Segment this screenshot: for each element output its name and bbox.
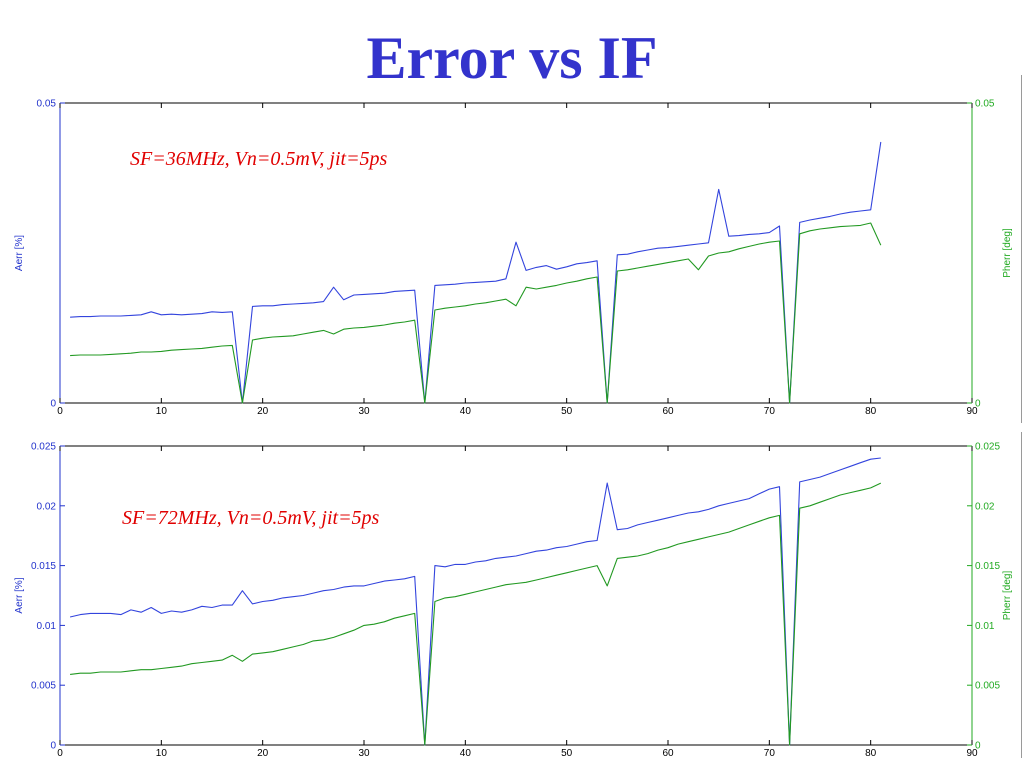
y-left-tick-label: 0 (50, 399, 56, 410)
x-tick-label: 70 (764, 748, 776, 759)
x-tick-label: 80 (865, 748, 877, 759)
x-tick-label: 10 (156, 406, 168, 417)
y-left-tick-label: 0.02 (37, 501, 57, 512)
y-left-axis-label: Aerr [%] (14, 577, 25, 613)
x-tick-label: 40 (460, 406, 472, 417)
x-tick-label: 70 (764, 406, 776, 417)
right-edge-divider (1021, 432, 1022, 758)
y-left-tick-label: 0.005 (31, 681, 56, 692)
x-tick-label: 30 (358, 406, 370, 417)
y-left-tick-label: 0.015 (31, 561, 56, 572)
y-left-tick-label: 0.01 (37, 621, 57, 632)
x-tick-label: 80 (865, 406, 877, 417)
y-right-tick-label: 0 (975, 741, 981, 752)
x-tick-label: 10 (156, 748, 168, 759)
y-left-axis-label: Aerr [%] (14, 235, 25, 271)
x-tick-label: 40 (460, 748, 472, 759)
y-left-tick-label: 0 (50, 741, 56, 752)
x-tick-label: 50 (561, 748, 573, 759)
y-right-tick-label: 0.025 (975, 442, 1000, 453)
x-tick-label: 50 (561, 406, 573, 417)
y-right-axis-label: Pherr [deg] (1002, 571, 1013, 621)
chart-sf72: 0 10 20 30 40 50 60 70 80 9000.0050.010.0150.020.… (14, 442, 1013, 760)
slide-title: Error vs IF (366, 25, 658, 91)
x-tick-label: 30 (358, 748, 370, 759)
x-tick-label: 60 (662, 748, 674, 759)
y-right-tick-label: 0.015 (975, 561, 1000, 572)
x-tick-label: 20 (257, 406, 269, 417)
x-tick-label: 60 (662, 406, 674, 417)
chart-annotation: SF=36MHz, Vn=0.5mV, jit=5ps (130, 148, 388, 170)
chart-annotation: SF=72MHz, Vn=0.5mV, jit=5ps (122, 507, 380, 529)
x-tick-label: 0 (57, 748, 63, 759)
y-right-tick-label: 0.01 (975, 621, 995, 632)
y-right-tick-label: 0 (975, 399, 981, 410)
x-tick-label: 20 (257, 748, 269, 759)
plot-area (60, 446, 972, 745)
x-tick-label: 90 (966, 748, 978, 759)
y-left-tick-label: 0.05 (37, 99, 57, 110)
plot-area (60, 103, 972, 403)
y-left-tick-label: 0.025 (31, 442, 56, 453)
y-right-tick-label: 0.005 (975, 681, 1000, 692)
x-tick-label: 0 (57, 406, 63, 417)
right-edge-divider (1021, 75, 1022, 423)
y-right-axis-label: Pherr [deg] (1002, 228, 1013, 278)
y-right-tick-label: 0.05 (975, 99, 995, 110)
x-tick-label: 90 (966, 406, 978, 417)
y-right-tick-label: 0.02 (975, 501, 995, 512)
